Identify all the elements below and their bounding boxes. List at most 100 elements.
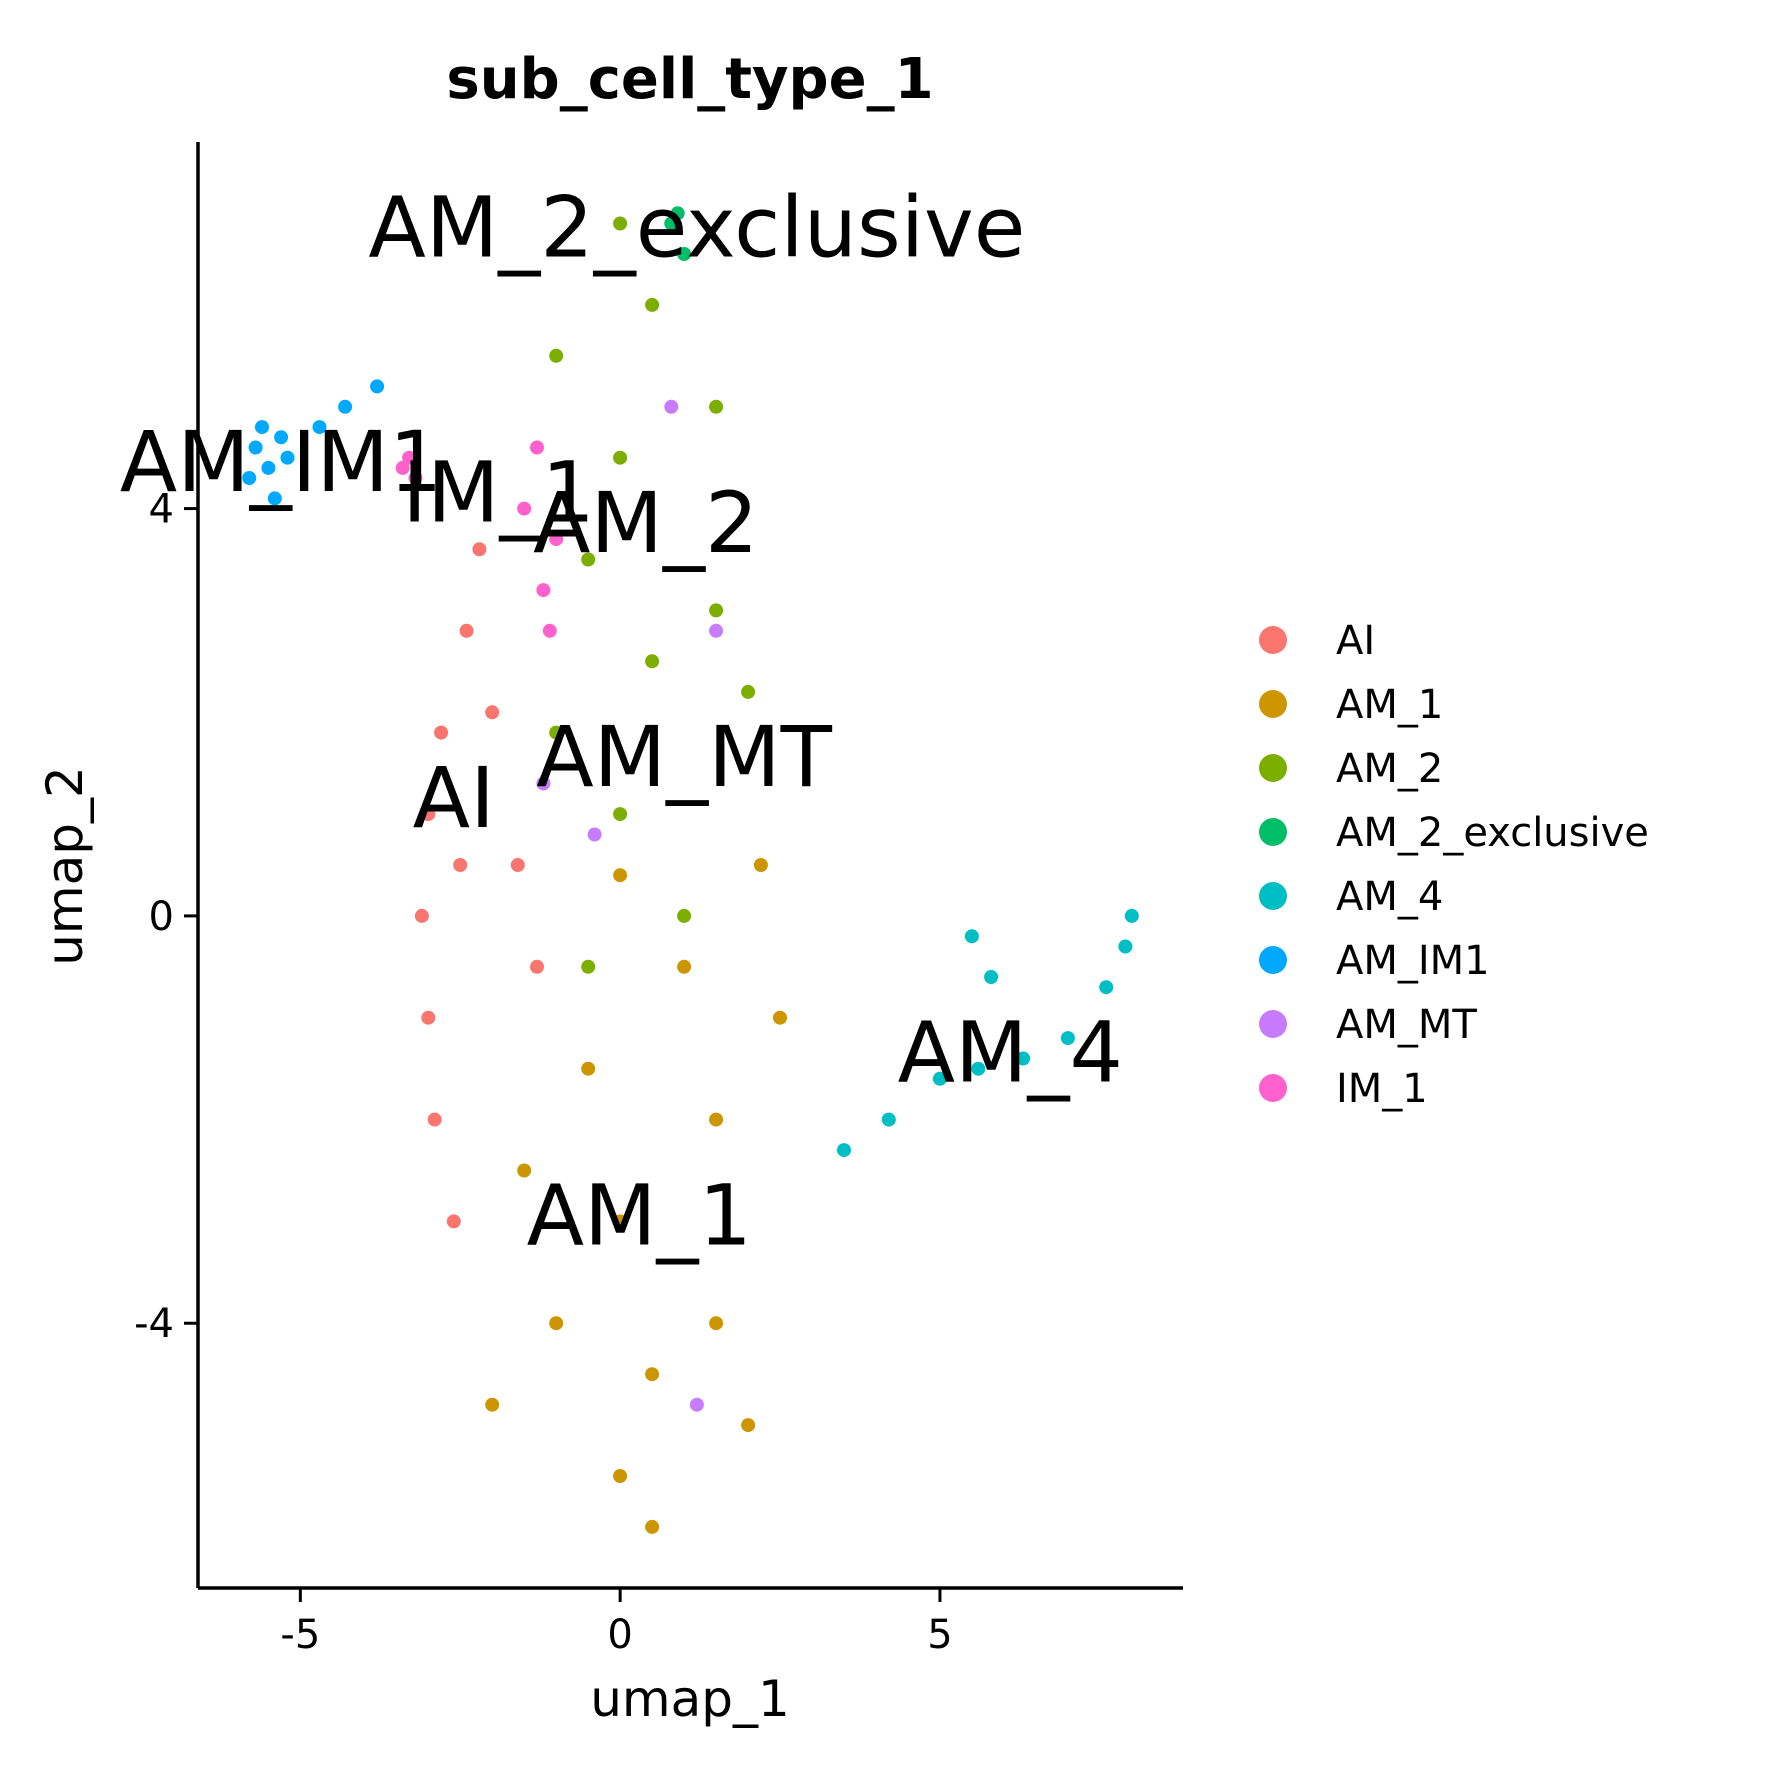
y-tick-label: 4 <box>149 487 174 533</box>
point-AM_4-8 <box>1124 908 1139 923</box>
point-AM_2-12 <box>677 908 692 923</box>
point-AM_IM1-8 <box>370 379 385 394</box>
cluster-label-IM_1: IM_1 <box>402 443 595 541</box>
point-AM_MT-3 <box>587 827 602 842</box>
legend-swatch <box>1259 626 1287 654</box>
x-tick-label: 5 <box>927 1612 952 1658</box>
point-AM_1-13 <box>741 1418 756 1433</box>
legend-swatch <box>1259 754 1287 782</box>
legend-item-AM_2_exclusive: AM_2_exclusive <box>1259 810 1649 856</box>
legend-swatch <box>1259 882 1287 910</box>
legend-swatch <box>1259 1010 1287 1038</box>
legend-label: AM_1 <box>1336 682 1443 728</box>
x-tick-label: 0 <box>607 1612 632 1658</box>
legend-label: AM_MT <box>1336 1002 1477 1048</box>
point-AM_IM1-3 <box>242 471 257 485</box>
series-AI <box>414 542 544 1229</box>
point-AM_IM1-1 <box>261 460 276 475</box>
point-AM_4-1 <box>881 1112 896 1127</box>
point-IM_1-5 <box>536 583 551 598</box>
point-AM_MT-1 <box>664 399 679 414</box>
legend-label: AM_IM1 <box>1336 938 1490 984</box>
point-IM_1-4 <box>549 532 564 547</box>
point-AM_MT-2 <box>709 623 724 638</box>
y-tick-label: 0 <box>149 894 174 940</box>
series-AM_2 <box>549 216 756 974</box>
point-AI-8 <box>485 705 500 720</box>
point-AM_2-3 <box>709 399 724 414</box>
cluster-label-AI: AI <box>413 749 495 847</box>
point-AM_1-1 <box>645 1367 660 1382</box>
series-AM_IM1 <box>242 379 385 506</box>
legend-item-AM_IM1: AM_IM1 <box>1259 938 1490 984</box>
point-AM_IM1-0 <box>248 440 263 455</box>
point-AI-1 <box>421 807 436 822</box>
point-AM_4-3 <box>971 1061 986 1076</box>
cluster-label-AM_2_exclusive: AM_2_exclusive <box>368 179 1025 277</box>
point-AI-2 <box>414 908 429 923</box>
point-AM_2_exclusive-2 <box>670 206 685 221</box>
point-IM_1-2 <box>402 450 417 465</box>
legend-item-AM_MT: AM_MT <box>1259 1002 1477 1048</box>
x-axis-label: umap_1 <box>590 1670 790 1728</box>
point-AM_2-7 <box>741 684 756 699</box>
point-AM_1-12 <box>485 1397 500 1412</box>
chart-title: sub_cell_type_1 <box>446 47 933 112</box>
point-AI-5 <box>446 1214 461 1229</box>
point-IM_1-0 <box>395 460 410 475</box>
point-AM_2-0 <box>613 216 628 231</box>
point-AM_4-0 <box>837 1143 851 1158</box>
legend-label: AI <box>1336 618 1375 664</box>
point-AM_1-3 <box>709 1316 724 1331</box>
x-tick-label: -5 <box>280 1612 320 1658</box>
legend-item-AM_2: AM_2 <box>1259 746 1443 792</box>
legend-item-IM_1: IM_1 <box>1259 1066 1428 1112</box>
point-AI-6 <box>459 623 474 638</box>
point-AM_2-5 <box>581 552 596 567</box>
point-AM_4-4 <box>1016 1051 1031 1066</box>
point-AM_2-8 <box>645 654 660 669</box>
point-AI-3 <box>421 1010 436 1025</box>
x-ticks: -5 0 5 <box>280 1588 953 1658</box>
point-AM_2_exclusive-1 <box>677 247 692 261</box>
series-AM_1 <box>485 858 787 1534</box>
legend-swatch <box>1259 1074 1287 1102</box>
point-AM_2-1 <box>645 297 660 312</box>
point-AM_1-6 <box>709 1112 724 1127</box>
point-AM_2-2 <box>549 348 564 363</box>
legend-label: AM_4 <box>1336 874 1443 920</box>
point-AI-7 <box>472 542 487 557</box>
point-AM_IM1-4 <box>280 450 295 465</box>
point-AM_IM1-2 <box>274 430 289 445</box>
legend-swatch <box>1259 818 1287 846</box>
point-AI-0 <box>434 725 449 740</box>
y-axis-label: umap_2 <box>36 766 94 966</box>
point-AM_IM1-9 <box>267 491 282 506</box>
cluster-label-AM_4: AM_4 <box>898 1003 1123 1101</box>
legend-label: AM_2 <box>1336 746 1443 792</box>
point-AM_IM1-6 <box>312 420 327 435</box>
legend-swatch <box>1259 690 1287 718</box>
point-AI-10 <box>530 959 544 974</box>
legend-label: AM_2_exclusive <box>1336 810 1649 856</box>
point-AI-11 <box>453 858 468 872</box>
point-AM_MT-4 <box>689 1397 704 1412</box>
point-AI-4 <box>427 1112 442 1127</box>
y-ticks: -4 0 4 <box>134 487 198 1347</box>
cluster-label-AM_2: AM_2 <box>533 474 758 572</box>
point-IM_1-1 <box>408 471 423 485</box>
legend-item-AI: AI <box>1259 618 1375 664</box>
y-tick-label: -4 <box>134 1301 174 1347</box>
point-AM_IM1-5 <box>255 420 269 435</box>
point-AM_2-11 <box>581 959 596 974</box>
point-IM_1-3 <box>517 501 532 516</box>
point-AM_1-0 <box>613 1469 628 1483</box>
point-AM_1-11 <box>613 868 628 883</box>
point-IM_1-6 <box>542 623 557 638</box>
point-AM_2_exclusive-0 <box>664 216 679 231</box>
point-AM_4-10 <box>964 929 979 944</box>
legend-label: IM_1 <box>1336 1066 1428 1112</box>
point-AM_2-9 <box>549 725 564 740</box>
